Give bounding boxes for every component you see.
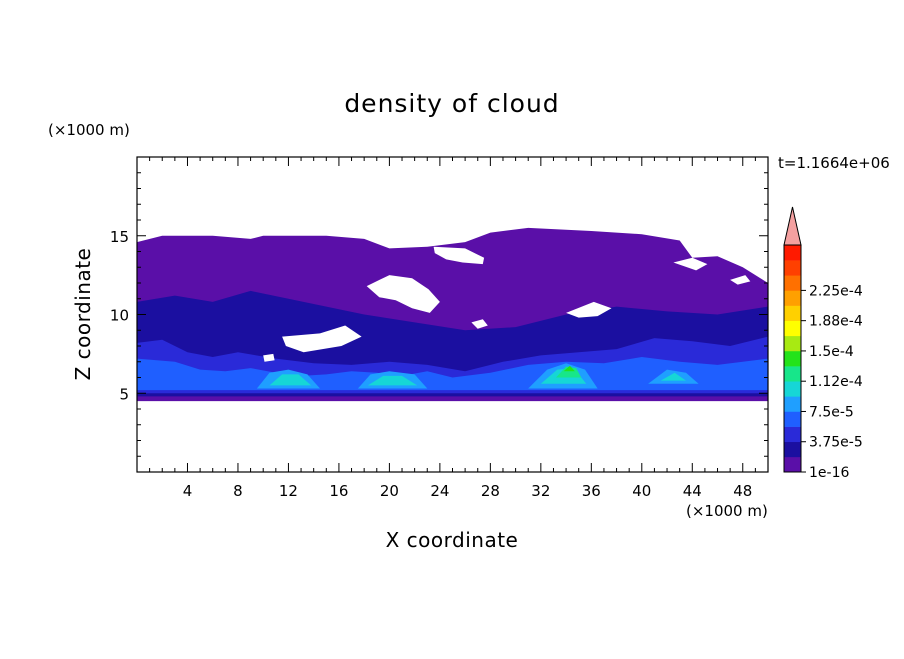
colorbar-swatch bbox=[784, 381, 801, 397]
colorbar-swatch bbox=[784, 366, 801, 382]
colorbar-label: 2.25e-4 bbox=[809, 283, 863, 299]
cloud-region-8 bbox=[269, 374, 312, 386]
x-tick-label: 12 bbox=[279, 482, 298, 500]
time-label: t=1.1664e+06 bbox=[778, 154, 890, 172]
colorbar-swatch bbox=[784, 456, 801, 473]
plot-content bbox=[137, 227, 768, 402]
clear-region-15 bbox=[282, 325, 362, 353]
cloud-region-12 bbox=[556, 366, 582, 378]
colorbar-swatch bbox=[784, 260, 801, 276]
colorbar-label: 3.75e-5 bbox=[809, 435, 863, 451]
colorbar-swatch bbox=[784, 411, 801, 427]
clear-region-16 bbox=[433, 246, 485, 265]
y-axis-title: Z coordinate bbox=[71, 248, 95, 381]
colorbar-swatch bbox=[784, 305, 801, 321]
x-tick-label: 4 bbox=[183, 482, 193, 500]
x-tick-label: 20 bbox=[380, 482, 399, 500]
y-tick-label: 10 bbox=[110, 307, 129, 325]
colorbar-swatch bbox=[784, 290, 801, 306]
clear-region-21 bbox=[263, 353, 275, 362]
colorbar-extend-arrow bbox=[783, 206, 802, 246]
y-tick-label: 5 bbox=[119, 385, 129, 403]
colorbar-swatch bbox=[784, 350, 801, 367]
x-tick-label: 28 bbox=[481, 482, 500, 500]
x-tick-label: 8 bbox=[233, 482, 243, 500]
x-ticks: 4 8 12 16 20 24 28 32 36 40 44 48 bbox=[149, 157, 756, 500]
colorbar-label: 7.5e-5 bbox=[809, 404, 854, 420]
cloud-region-9 bbox=[367, 375, 418, 386]
x-unit-label: (×1000 m) bbox=[686, 502, 768, 520]
x-tick-label: 40 bbox=[632, 482, 651, 500]
x-tick-label: 24 bbox=[430, 482, 449, 500]
colorbar: 1e-16 3.75e-5 7.5e-5 1.12e-4 1.5e-4 1.88e-4 2.… bbox=[783, 206, 863, 481]
colorbar-swatch bbox=[784, 335, 801, 352]
x-tick-label: 16 bbox=[329, 482, 348, 500]
x-tick-label: 48 bbox=[733, 482, 752, 500]
colorbar-swatch bbox=[784, 275, 801, 291]
y-unit-label: (×1000 m) bbox=[48, 121, 130, 139]
colorbar-label: 1.5e-4 bbox=[809, 344, 854, 360]
clear-region-20 bbox=[471, 319, 488, 329]
colorbar-swatch bbox=[784, 245, 801, 261]
cloud-region-11 bbox=[660, 372, 686, 381]
x-tick-label: 32 bbox=[531, 482, 550, 500]
x-tick-label: 36 bbox=[582, 482, 601, 500]
colorbar-swatch bbox=[784, 396, 801, 412]
y-ticks: 5 10 15 bbox=[110, 172, 768, 457]
y-tick-label: 15 bbox=[110, 228, 129, 246]
x-axis-title: X coordinate bbox=[386, 528, 519, 552]
colorbar-swatch bbox=[784, 426, 801, 443]
colorbar-frame bbox=[783, 244, 802, 473]
colorbar-swatch bbox=[784, 441, 801, 458]
colorbar-label: 1.12e-4 bbox=[809, 374, 863, 390]
clear-region-19 bbox=[730, 275, 751, 285]
colorbar-label: 1.88e-4 bbox=[809, 314, 863, 330]
clear-region-17 bbox=[566, 301, 612, 318]
chart-title: density of cloud bbox=[344, 89, 559, 118]
x-tick-label: 44 bbox=[683, 482, 702, 500]
colorbar-swatch bbox=[784, 320, 801, 337]
clear-region-14 bbox=[366, 275, 440, 313]
clear-region-18 bbox=[673, 257, 708, 271]
cloud-region-13 bbox=[563, 365, 575, 372]
colorbar-label: 1e-16 bbox=[809, 465, 849, 481]
